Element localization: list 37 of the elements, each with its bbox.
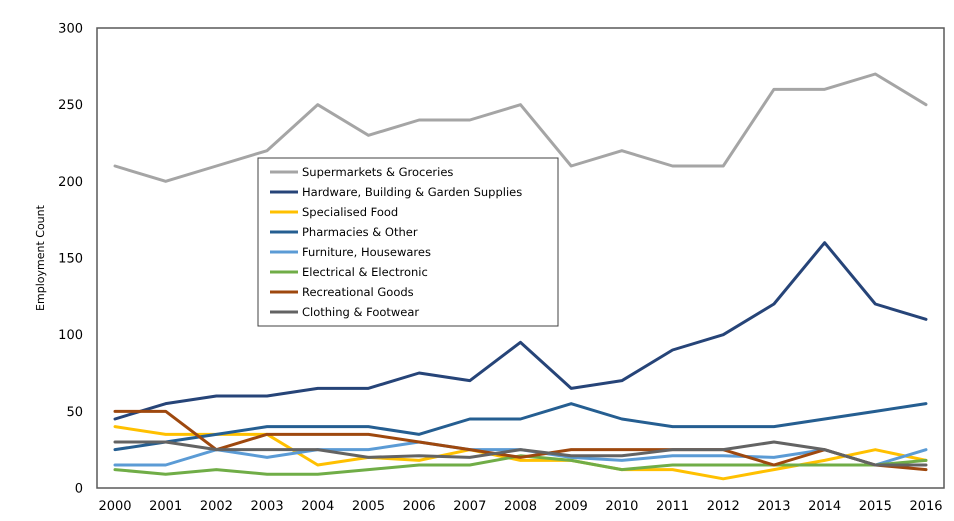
y-tick-label: 300 xyxy=(58,22,83,37)
legend-label: Clothing & Footwear xyxy=(302,305,420,320)
y-tick-label: 250 xyxy=(58,98,83,114)
y-tick-label: 100 xyxy=(58,328,83,344)
x-tick-label: 2016 xyxy=(909,499,943,514)
x-tick-label: 2014 xyxy=(808,499,842,514)
x-tick-label: 2013 xyxy=(757,499,790,514)
x-tick-label: 2008 xyxy=(504,499,538,514)
x-tick-label: 2004 xyxy=(301,499,334,514)
x-tick-label: 2002 xyxy=(200,499,233,514)
y-tick-label: 200 xyxy=(58,174,83,190)
x-tick-label: 2011 xyxy=(656,499,690,514)
x-tick-label: 2012 xyxy=(706,499,740,514)
legend-label: Recreational Goods xyxy=(302,285,414,300)
line-series xyxy=(114,454,928,476)
x-tick-label: 2006 xyxy=(402,499,436,514)
legend-label: Hardware, Building & Garden Supplies xyxy=(302,185,522,200)
line-series xyxy=(114,241,928,420)
legend-label: Pharmacies & Other xyxy=(302,225,418,240)
x-tick-label: 2010 xyxy=(605,499,638,514)
legend-label: Furniture, Housewares xyxy=(302,245,431,260)
x-tick-label: 2007 xyxy=(453,499,486,514)
x-tick-label: 2003 xyxy=(250,499,284,514)
x-tick-label: 2015 xyxy=(858,499,892,514)
x-tick-label: 2009 xyxy=(554,499,588,514)
line-series xyxy=(114,402,928,452)
y-tick-label: 50 xyxy=(66,404,83,420)
legend-label: Electrical & Electronic xyxy=(302,265,428,280)
legend-label: Specialised Food xyxy=(302,205,398,220)
x-tick-label: 2005 xyxy=(352,499,385,514)
legend-label: Supermarkets & Groceries xyxy=(302,165,454,180)
line-series xyxy=(114,72,928,183)
x-tick-label: 2000 xyxy=(98,499,132,514)
y-tick-label: 150 xyxy=(58,252,83,267)
x-tick-label: 2001 xyxy=(149,499,182,514)
y-axis-title: Employment Count xyxy=(34,204,47,311)
y-tick-label: 0 xyxy=(74,482,83,497)
